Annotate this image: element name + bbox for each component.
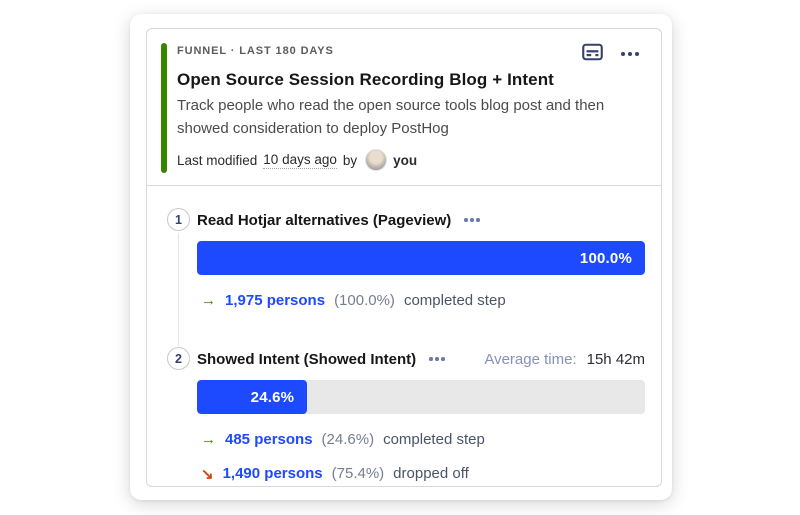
insight-card-view-button[interactable] [582,43,603,64]
card-header: FUNNEL · LAST 180 DAYS [147,29,661,185]
insight-card-icon [582,43,603,64]
dropped-arrow-icon: ↘ [201,465,214,483]
last-modified-time[interactable]: 10 days ago [263,151,337,169]
insight-description: Track people who read the open source to… [177,97,605,137]
bar-percent-label: 100.0% [579,249,632,267]
funnel-insight-card: FUNNEL · LAST 180 DAYS [146,28,662,487]
last-modified-by: by [342,152,358,168]
completed-row: → 485 persons (24.6%) completed step [197,429,645,450]
completed-suffix: completed step [383,431,485,448]
last-modified-prefix: Last modified [177,152,258,168]
insight-meta: FUNNEL · LAST 180 DAYS [177,45,334,57]
dropped-row: ↘ 1,490 persons (75.4%) dropped off [197,463,645,484]
step-connector-line [177,233,179,346]
step-number-badge: 1 [167,208,190,231]
dropped-persons-link[interactable]: 1,490 persons [222,465,323,482]
funnel-bar[interactable]: 24.6% [197,380,645,414]
funnel-bar-fill: 100.0% [197,241,645,275]
last-modified-row: Last modified 10 days ago by you [177,149,645,171]
step-label: Showed Intent (Showed Intent) [197,350,417,368]
funnel-body: 1 Read Hotjar alternatives (Pageview) 10… [147,186,661,484]
completed-percent: (24.6%) [321,431,375,448]
dropped-suffix: dropped off [393,465,469,482]
bar-percent-label: 24.6% [250,388,295,406]
completed-percent: (100.0%) [334,292,395,309]
average-time-value: 15h 42m [586,350,645,368]
funnel-bar-fill: 24.6% [197,380,308,414]
funnel-bar[interactable]: 100.0% [197,241,645,275]
step-options-icon[interactable] [427,355,447,363]
step-label-row: Read Hotjar alternatives (Pageview) [197,208,645,232]
completed-suffix: completed step [403,292,506,309]
completed-persons-link[interactable]: 485 persons [225,431,313,448]
more-horizontal-icon[interactable] [621,51,639,56]
step-label: Read Hotjar alternatives (Pageview) [197,211,452,229]
step-label-row: Showed Intent (Showed Intent) Average ti… [197,347,645,371]
completed-persons-link[interactable]: 1,975 persons [225,292,326,309]
average-time: Average time: 15h 42m [484,351,645,368]
dropped-percent: (75.4%) [331,465,385,482]
insight-panel: FUNNEL · LAST 180 DAYS [130,14,672,500]
last-modified-user: you [393,152,418,168]
avatar [365,149,388,171]
header-divider [147,185,661,186]
funnel-step-1: 1 Read Hotjar alternatives (Pageview) 10… [147,208,645,311]
average-time-label: Average time: [484,350,577,368]
green-accent-bar [161,43,167,173]
completed-arrow-icon: → [201,431,216,448]
header-actions [582,43,639,64]
funnel-step-2: 2 Showed Intent (Showed Intent) Average … [147,347,645,484]
insight-title[interactable]: Open Source Session Recording Blog + Int… [177,70,554,89]
meta-row: FUNNEL · LAST 180 DAYS [177,43,645,64]
completed-row: → 1,975 persons (100.0%) completed step [197,290,645,311]
step-number-badge: 2 [167,347,190,370]
completed-arrow-icon: → [201,292,216,309]
step-options-icon[interactable] [462,216,482,224]
